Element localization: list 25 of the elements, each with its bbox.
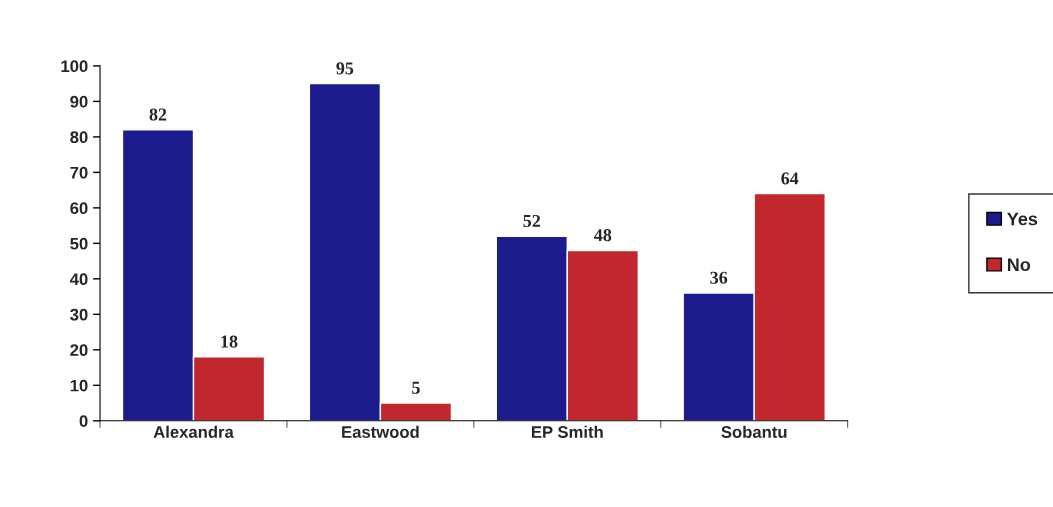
y-tick-label: 20 (70, 344, 88, 357)
y-tick-label: 0 (79, 415, 88, 428)
y-tick-label: 40 (69, 273, 88, 286)
x-tick-label: Eastwood (342, 425, 419, 438)
data-label: 48 (594, 229, 612, 242)
data-label: 64 (781, 172, 799, 185)
y-tick-label: 70 (70, 166, 88, 179)
y-tick-label: 90 (70, 95, 88, 108)
y-tick-label: 60 (70, 202, 88, 215)
y-tick-label: 30 (70, 308, 88, 321)
data-label: 52 (523, 214, 541, 228)
legend-label: Yes (1007, 212, 1038, 226)
data-label: 36 (710, 271, 728, 284)
data-label: 95 (336, 62, 354, 75)
y-tick-label: 50 (70, 237, 88, 250)
y-tick-label: 80 (70, 131, 88, 144)
x-tick-label: Alexandra (153, 425, 234, 438)
y-tick-label: 100 (61, 60, 88, 73)
data-label: 82 (149, 108, 167, 121)
data-label: 18 (221, 335, 238, 348)
x-tick-label: Sobantu (721, 425, 787, 438)
y-tick-label: 10 (70, 379, 88, 392)
data-label: 5 (412, 381, 420, 394)
x-tick-label: EP Smith (531, 425, 603, 438)
legend-label: No (1007, 258, 1031, 272)
